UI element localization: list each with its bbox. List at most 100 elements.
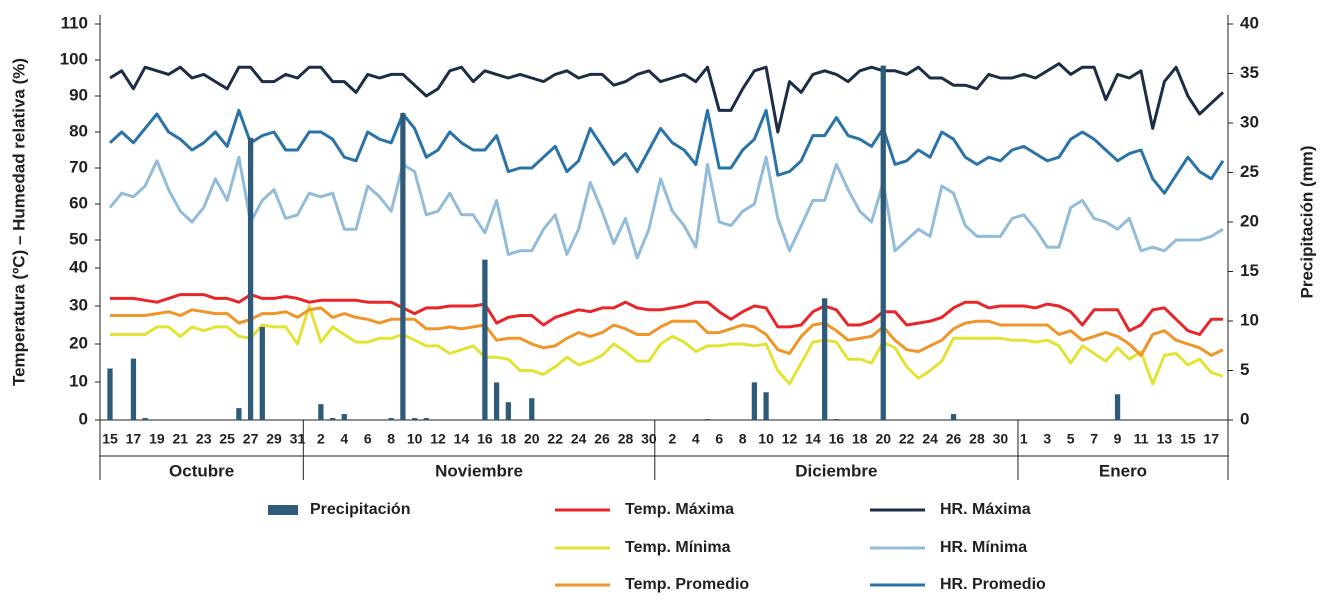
x-tick-label: 16 — [477, 431, 493, 447]
x-tick-label: 15 — [1180, 431, 1196, 447]
x-tick-label: 17 — [126, 431, 142, 447]
bar — [329, 418, 336, 420]
bar — [107, 368, 113, 420]
x-tick-label: 2 — [317, 431, 325, 447]
line-series — [110, 306, 1224, 357]
x-tick-label: 14 — [805, 431, 821, 447]
bar — [247, 137, 254, 420]
month-label: Diciembre — [795, 461, 877, 480]
x-tick-label: 11 — [1134, 431, 1149, 447]
y2-tick-label: 40 — [1240, 13, 1259, 32]
bar — [833, 419, 840, 420]
bar — [505, 402, 511, 420]
x-tick-label: 4 — [692, 431, 700, 447]
h-tick-label: 70 — [69, 157, 88, 176]
legend-label: HR. Mínima — [940, 539, 1027, 556]
x-tick-label: 10 — [758, 431, 774, 447]
x-tick-label: 12 — [430, 431, 446, 447]
bar — [400, 113, 406, 420]
bar — [493, 382, 500, 420]
y2-tick-label: 20 — [1240, 211, 1259, 230]
x-tick-label: 24 — [922, 431, 938, 447]
h-tick-label: 50 — [69, 229, 88, 248]
bar — [388, 418, 394, 420]
y-tick-label: 0 — [79, 409, 88, 428]
y2-tick-label: 35 — [1240, 63, 1259, 82]
bar — [411, 418, 418, 420]
y2-tick-label: 5 — [1240, 360, 1249, 379]
line-series — [108, 108, 1225, 195]
month-label: Noviembre — [435, 461, 523, 480]
h-tick-label: 80 — [69, 121, 88, 140]
x-tick-label: 2 — [668, 431, 676, 447]
legend-label: HR. Máxima — [940, 501, 1031, 518]
bar — [822, 298, 828, 420]
x-tick-label: 17 — [1203, 431, 1219, 447]
x-tick-label: 28 — [969, 431, 985, 447]
x-tick-label: 15 — [102, 431, 118, 447]
x-tick-label: 3 — [1043, 431, 1051, 447]
legend-label: Temp. Promedio — [625, 576, 749, 593]
x-tick-label: 6 — [364, 431, 372, 447]
x-tick-label: 7 — [1090, 431, 1098, 447]
x-tick-label: 16 — [829, 431, 845, 447]
legend-label: Temp. Mínima — [625, 539, 731, 556]
x-tick-label: 25 — [219, 431, 235, 447]
x-tick-label: 4 — [340, 431, 348, 447]
bar — [130, 358, 137, 420]
x-tick-label: 28 — [618, 431, 634, 447]
y-tick-label: 40 — [69, 257, 88, 276]
y-axis-title: Temperatura (ºC) – Humedad relativa (%) — [9, 58, 28, 386]
x-tick-label: 27 — [243, 431, 259, 447]
y-tick-label: 10 — [69, 371, 88, 390]
x-tick-label: 29 — [266, 431, 282, 447]
x-tick-label: 8 — [739, 431, 747, 447]
y2-tick-label: 25 — [1240, 162, 1259, 181]
x-tick-label: 20 — [524, 431, 540, 447]
y2-tick-label: 15 — [1240, 261, 1259, 280]
x-tick-label: 30 — [641, 431, 657, 447]
legend-swatch — [268, 505, 298, 515]
x-tick-label: 26 — [594, 431, 610, 447]
bar — [763, 392, 769, 420]
y-tick-label: 30 — [69, 295, 88, 314]
x-tick-label: 30 — [993, 431, 1009, 447]
y2-tick-label: 10 — [1240, 310, 1259, 329]
month-label: Enero — [1099, 461, 1147, 480]
legend-label: HR. Promedio — [940, 576, 1046, 593]
line-series — [110, 293, 1223, 336]
x-tick-label: 9 — [1114, 431, 1122, 447]
bar — [341, 414, 347, 420]
h-tick-label: 90 — [69, 85, 88, 104]
bar — [880, 65, 886, 420]
x-tick-label: 19 — [149, 431, 165, 447]
bar — [751, 382, 758, 420]
x-tick-label: 14 — [454, 431, 470, 447]
x-tick-label: 10 — [407, 431, 423, 447]
h-tick-label: 110 — [61, 13, 88, 32]
bar — [142, 418, 148, 420]
bar — [950, 414, 957, 420]
x-tick-label: 6 — [715, 431, 723, 447]
x-tick-label: 24 — [571, 431, 587, 447]
x-tick-label: 18 — [501, 431, 517, 447]
bar — [704, 419, 711, 420]
x-tick-label: 12 — [782, 431, 798, 447]
h-tick-label: 100 — [60, 49, 88, 68]
month-label: Octubre — [169, 461, 234, 480]
bar — [1114, 394, 1121, 420]
legend-label: Temp. Máxima — [625, 501, 734, 518]
y2-tick-label: 30 — [1240, 112, 1259, 131]
line-series — [110, 304, 1224, 386]
x-tick-label: 22 — [899, 431, 915, 447]
line-series — [109, 62, 1225, 134]
x-tick-label: 8 — [387, 431, 395, 447]
x-tick-label: 31 — [290, 431, 306, 447]
x-tick-label: 13 — [1157, 431, 1173, 447]
y2-axis-title: Precipitación (mm) — [1297, 145, 1316, 298]
y-tick-label: 20 — [69, 333, 88, 352]
x-tick-label: 23 — [196, 431, 212, 447]
x-tick-label: 26 — [946, 431, 962, 447]
bar — [318, 404, 324, 420]
